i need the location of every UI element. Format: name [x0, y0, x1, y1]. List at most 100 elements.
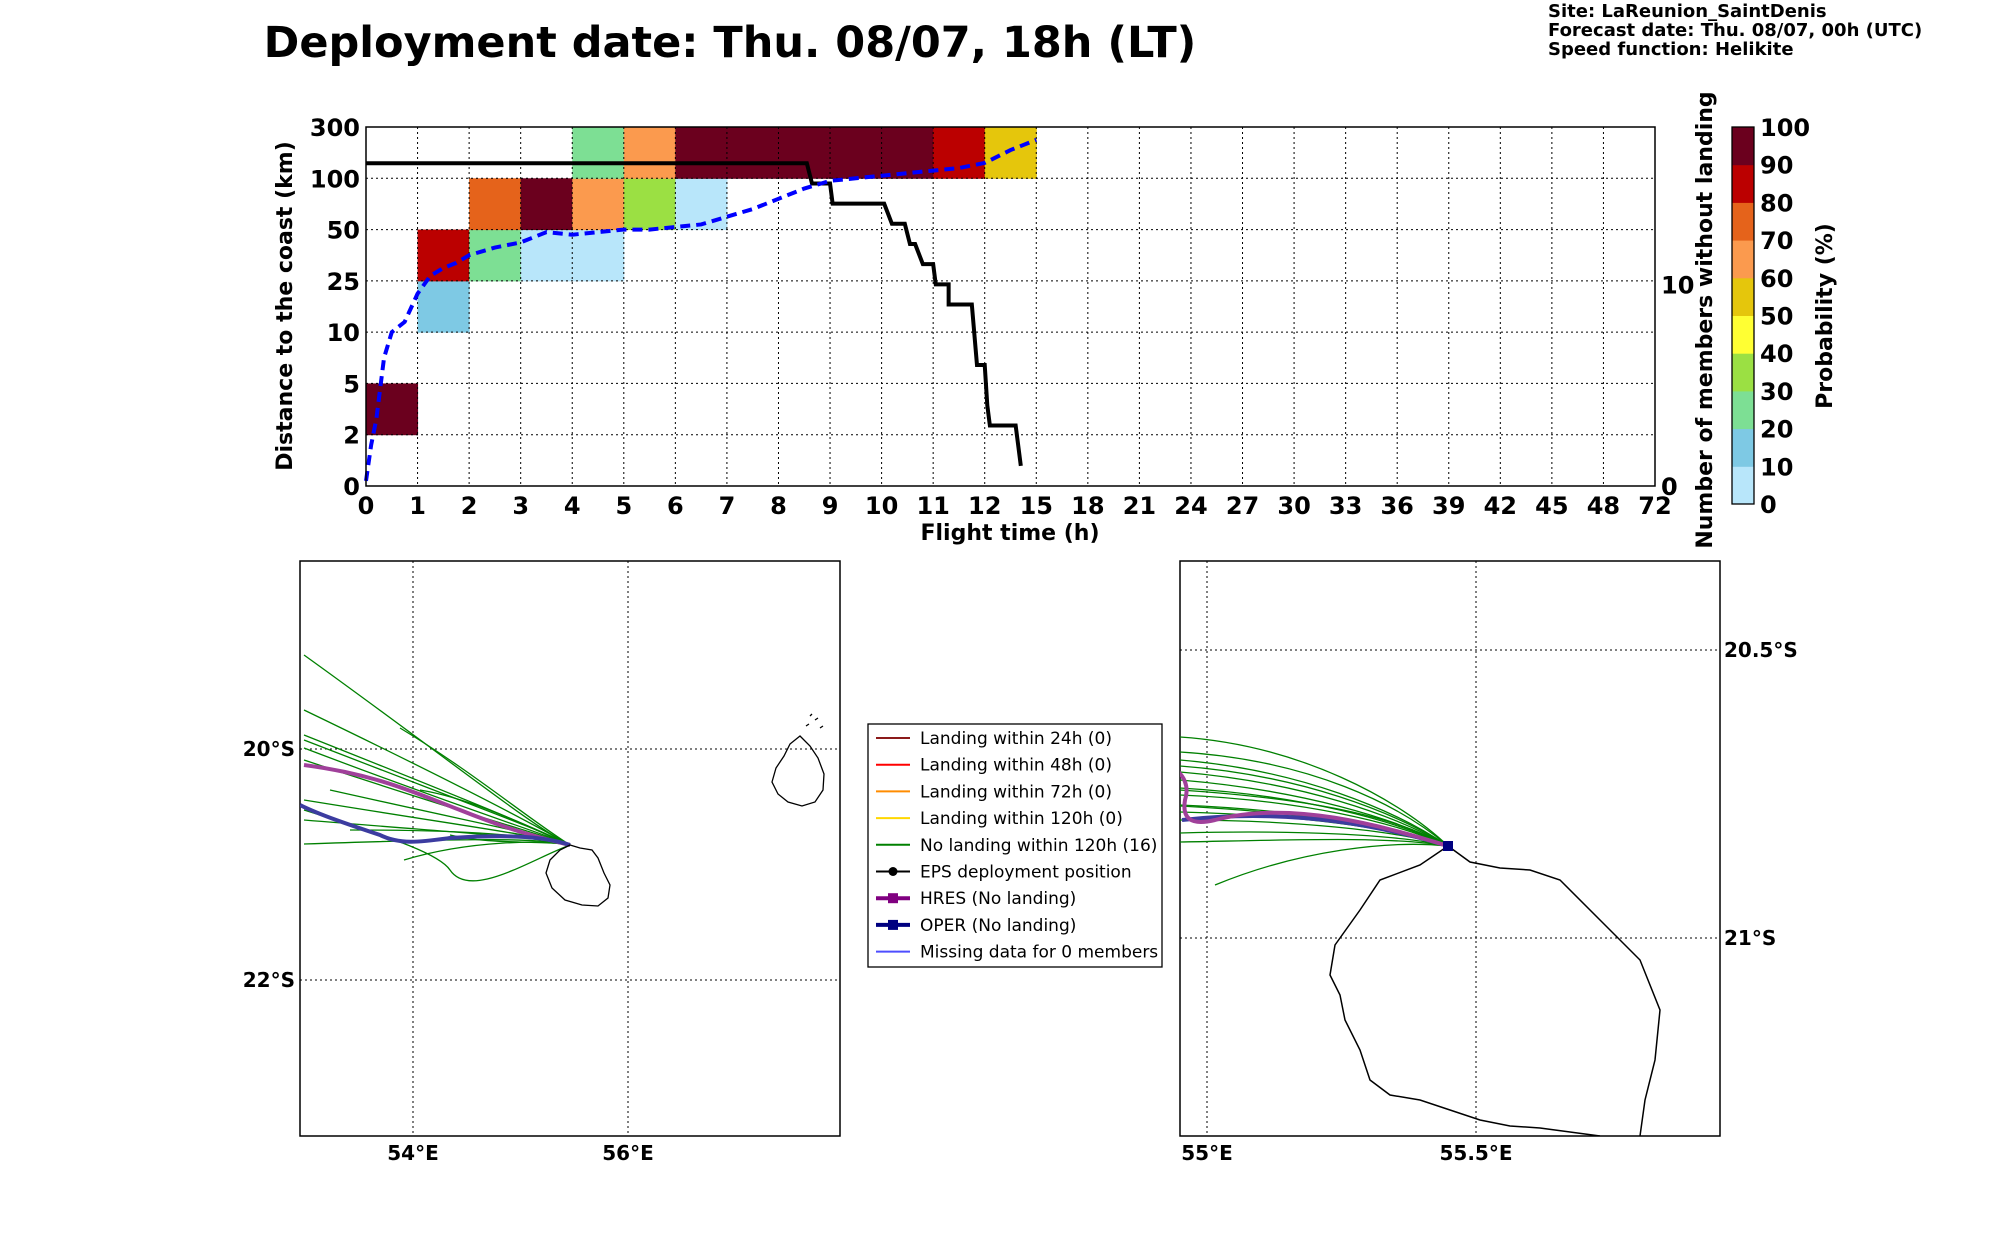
y-axis-label: Distance to the coast (km): [273, 141, 298, 471]
x-tick-label: 1: [409, 492, 426, 520]
legend-label: Landing within 24h (0): [920, 729, 1112, 749]
colorbar-tick-label: 30: [1760, 378, 1793, 406]
heatmap-lines: [364, 137, 1038, 482]
heatmap-cell: [417, 280, 470, 333]
x-tick-label: 42: [1484, 492, 1517, 520]
colorbar-tick-label: 20: [1760, 416, 1793, 444]
left-map-oper-trajectory: [300, 803, 571, 847]
right-map-hres-trajectory: [1180, 771, 1449, 848]
x-tick-label: 30: [1277, 492, 1310, 520]
y-tick-label: 300: [310, 114, 360, 142]
legend-label: HRES (No landing): [920, 889, 1076, 909]
x-tick-label: 27: [1226, 492, 1259, 520]
colorbar-tick-label: 80: [1760, 189, 1793, 217]
heatmap-cell: [469, 178, 522, 231]
x-tick-label: 10: [865, 492, 898, 520]
x-tick-label: 8: [770, 492, 787, 520]
legend-items: Landing within 24h (0) Landing within 48h…: [876, 729, 1158, 963]
x-tick-label: 39: [1432, 492, 1465, 520]
heatmap-cell: [675, 127, 728, 179]
colorbar-frame: [1731, 126, 1755, 505]
heatmap-cell: [984, 127, 1037, 179]
x-tick-label: 12: [968, 492, 1001, 520]
right-map-deployment-marker: [1443, 841, 1453, 851]
y-tick-label: 25: [327, 268, 360, 296]
legend-label: No landing within 120h (16): [920, 836, 1157, 856]
colorbar-tick-label: 100: [1760, 114, 1810, 142]
colorbar-tick-label: 70: [1760, 227, 1793, 255]
legend-marker: [888, 867, 898, 876]
heatmap-cell: [417, 229, 470, 282]
colorbar-segment: [1732, 277, 1754, 316]
colorbar-segment: [1732, 315, 1754, 354]
colorbar-tick-label: 0: [1760, 491, 1777, 519]
colorbar-tick-label: 40: [1760, 340, 1793, 368]
legend-label: Landing within 72h (0): [920, 782, 1112, 802]
y2-tick-labels: 0 10: [1661, 271, 1694, 501]
y-tick-label: 5: [343, 370, 360, 398]
heatmap-cell: [572, 127, 625, 179]
x-tick-label: 21: [1123, 492, 1156, 520]
legend-label: Landing within 120h (0): [920, 809, 1123, 829]
colorbar-segment: [1732, 202, 1754, 241]
left-map: [299, 560, 841, 1137]
x-axis-label: Flight time (h): [920, 521, 1099, 546]
legend-label: Missing data for 0 members: [920, 943, 1158, 963]
legend-marker: [888, 919, 898, 930]
left-map-lon-tick: 54°E: [387, 1141, 439, 1165]
x-tick-label: 33: [1329, 492, 1362, 520]
x-tick-label: 2: [461, 492, 478, 520]
heatmap-cells: [366, 127, 1037, 436]
x-tick-label: 48: [1587, 492, 1620, 520]
x-tick-label: 45: [1535, 492, 1568, 520]
site-label: Site: LaReunion_SaintDenis: [1548, 1, 1827, 22]
x-tick-label: 24: [1174, 492, 1207, 520]
x-tick-label: 18: [1071, 492, 1104, 520]
left-map-tick-labels: 20°S 22°S 54°E 56°E: [243, 737, 654, 1165]
x-tick-label: 3: [512, 492, 529, 520]
y-tick-label: 2: [343, 422, 360, 450]
heatmap-cell: [520, 178, 573, 231]
y2-tick-label: 10: [1661, 271, 1694, 299]
colorbar-segment: [1732, 466, 1754, 505]
legend-frame: [867, 723, 1163, 968]
left-map-lon-tick: 56°E: [602, 1141, 654, 1165]
heatmap-cell: [623, 178, 676, 231]
colorbar-segment: [1732, 390, 1754, 430]
y-tick-label: 0: [343, 473, 360, 501]
right-map-lon-tick: 55.5°E: [1439, 1141, 1512, 1165]
heatmap-cell: [469, 229, 522, 282]
colorbar-tick-label: 60: [1760, 265, 1793, 293]
colorbar: [1731, 126, 1755, 505]
colorbar-segment: [1732, 240, 1754, 279]
right-map-lon-tick: 55°E: [1181, 1141, 1233, 1165]
colorbar-tick-label: 90: [1760, 152, 1793, 180]
left-map-lat-tick: 20°S: [243, 737, 295, 761]
right-map-reunion-outline: [1329, 845, 1661, 1136]
page-title: Deployment date: Thu. 08/07, 18h (LT): [263, 18, 1197, 68]
y-tick-label: 50: [327, 217, 360, 245]
x-tick-label: 4: [564, 492, 581, 520]
right-map-lat-tick: 20.5°S: [1724, 638, 1798, 662]
legend: Landing within 24h (0) Landing within 48h…: [867, 723, 1163, 968]
legend-label: OPER (No landing): [920, 916, 1076, 936]
x-tick-label: 36: [1380, 492, 1413, 520]
left-map-lat-tick: 22°S: [243, 968, 295, 992]
site-info: Site: LaReunion_SaintDenis Forecast date…: [1548, 2, 1922, 59]
reunion-island-outline: [545, 844, 611, 907]
legend-label: EPS deployment position: [920, 863, 1132, 883]
right-map: [1179, 560, 1721, 1137]
y-tick-label: 10: [327, 319, 360, 347]
colorbar-tick-labels: 0 10 20 30 40 50 60 70 80 90 100: [1760, 114, 1810, 519]
x-tick-label: 6: [667, 492, 684, 520]
left-map-frame: [299, 560, 841, 1137]
x-tick-label: 72: [1638, 492, 1671, 520]
colorbar-label: Probability (%): [1813, 223, 1838, 409]
legend-label: Landing within 48h (0): [920, 756, 1112, 776]
heatmap-cell: [572, 229, 625, 282]
heatmap-cell: [881, 127, 934, 179]
y2-axis-label: Number of members without landing: [1693, 91, 1718, 548]
heatmap-frame: [365, 126, 1656, 487]
